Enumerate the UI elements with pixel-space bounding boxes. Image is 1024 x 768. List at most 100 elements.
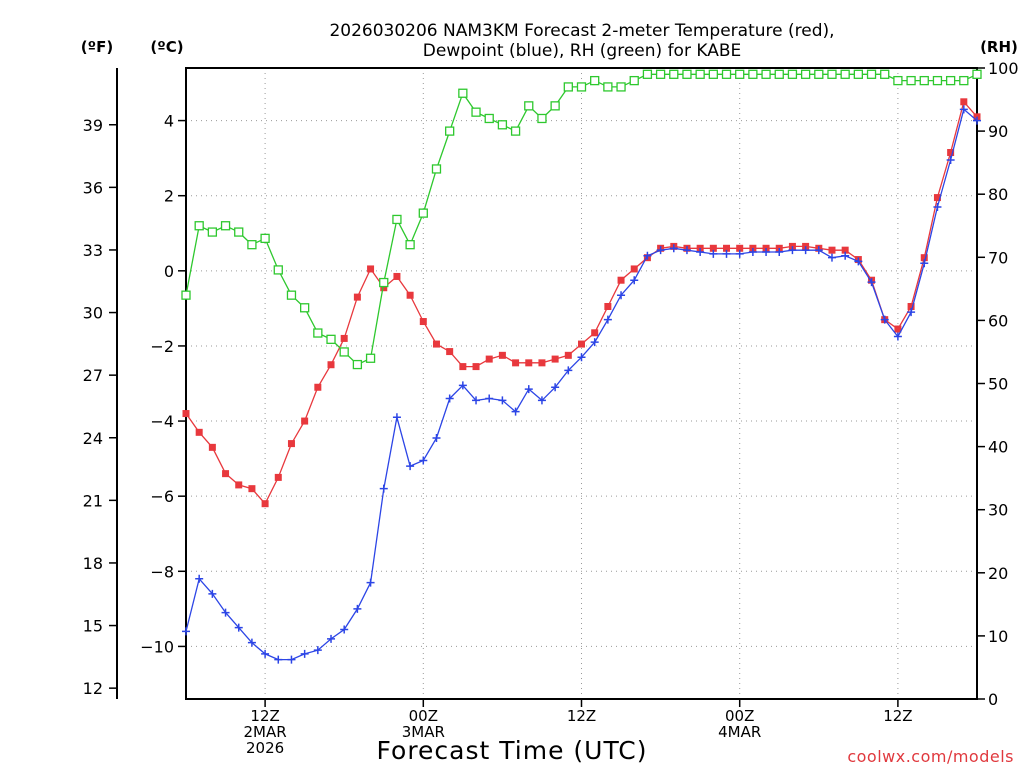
rh-point <box>735 69 745 79</box>
dewpoint-point <box>920 259 929 268</box>
x-tick-label: 12Z <box>567 707 596 725</box>
2-meter-temperature-point <box>604 303 612 311</box>
2-meter-temperature-point <box>380 284 388 292</box>
data-series <box>181 69 982 664</box>
dewpoint-point <box>827 253 836 262</box>
rh-point <box>220 221 231 231</box>
2-meter-temperature-point <box>235 481 243 489</box>
2-meter-temperature-point <box>947 149 955 157</box>
dewpoint-line <box>185 108 978 661</box>
2-meter-temperature-point <box>525 359 533 367</box>
2-meter-temperature-point <box>498 351 506 359</box>
2-meter-temperature-point <box>393 272 401 280</box>
credit-text: coolwx.com/models <box>847 747 1014 766</box>
rh-tick-label: 100 <box>988 59 1019 78</box>
rh-point <box>207 227 218 237</box>
rh-point <box>458 88 468 98</box>
dewpoint-point <box>406 462 415 471</box>
rh-tick-label: 10 <box>988 627 1008 646</box>
fahrenheit-tick-label: 33 <box>83 241 103 260</box>
rh-point <box>919 75 929 86</box>
rh-point <box>932 75 943 86</box>
dewpoint-point <box>221 608 230 617</box>
dewpoint-point <box>682 246 691 255</box>
dewpoint-point <box>814 246 823 255</box>
2-meter-temperature-point <box>327 361 335 369</box>
dewpoint-point <box>788 246 797 255</box>
rh-tick-label: 60 <box>988 311 1008 330</box>
x-tick-label: 2026 <box>246 739 284 757</box>
x-tick-label: 00Z <box>409 707 438 725</box>
rh-point <box>629 75 639 86</box>
rh-point <box>708 69 718 79</box>
rh-point <box>866 69 877 79</box>
dewpoint-point <box>274 655 283 664</box>
rh-point <box>431 164 442 174</box>
rh-point <box>800 69 811 79</box>
2-meter-temperature-point <box>406 291 414 299</box>
2-meter-temperature-point <box>222 470 230 478</box>
dewpoint-point <box>327 634 336 643</box>
2-meter-temperature-point <box>709 244 717 252</box>
rh-point <box>972 69 982 79</box>
2-meter-temperature-point <box>274 473 282 481</box>
dewpoint-point <box>669 244 678 253</box>
rh-axis-unit: (RH) <box>980 38 1018 56</box>
2-meter-temperature-point <box>261 500 269 508</box>
rh-point <box>682 69 692 79</box>
dewpoint-point <box>511 407 520 416</box>
rh-point <box>365 353 376 363</box>
x-tick-label: 12Z <box>883 707 912 725</box>
rh-point <box>945 75 956 86</box>
fahrenheit-tick-label: 21 <box>83 491 103 510</box>
axes <box>109 67 985 707</box>
rh-point <box>418 208 428 218</box>
rh-tick-label: 80 <box>988 185 1008 204</box>
dewpoint-point <box>933 202 942 211</box>
rh-point <box>669 69 679 79</box>
dewpoint-point <box>432 433 441 442</box>
2-meter-temperature-point <box>551 355 559 363</box>
rh-point <box>181 290 191 300</box>
celsius-tick-label: −8 <box>150 562 174 581</box>
x-tick-label: 4MAR <box>718 723 761 741</box>
2-meter-temperature-point <box>512 359 520 367</box>
dewpoint-point <box>208 589 217 598</box>
dewpoint-point <box>801 246 810 255</box>
dewpoint-point <box>590 338 599 347</box>
2-meter-temperature-point <box>578 340 585 348</box>
fahrenheit-tick-label: 18 <box>83 554 103 573</box>
dewpoint-point <box>577 353 586 362</box>
2-meter-temperature-point <box>591 329 599 337</box>
fahrenheit-axis-unit: (ºF) <box>81 38 113 56</box>
dewpoint-point <box>867 278 876 287</box>
dewpoint-point <box>379 484 388 493</box>
dewpoint-point <box>973 116 981 125</box>
rh-point <box>590 75 600 86</box>
rh-tick-label: 40 <box>988 438 1008 457</box>
dewpoint-point <box>617 291 626 300</box>
dewpoint-point <box>182 627 190 636</box>
dewpoint-point <box>775 248 784 257</box>
celsius-tick-label: 0 <box>164 262 174 281</box>
2-meter-temperature-point <box>459 363 467 371</box>
celsius-axis-unit: (ºC) <box>150 38 183 56</box>
2-meter-temperature-point <box>617 276 625 284</box>
fahrenheit-tick-label: 12 <box>83 679 103 698</box>
rh-point <box>748 69 758 79</box>
rh-point <box>484 113 494 124</box>
rh-point <box>603 82 613 92</box>
2-meter-temperature-point <box>894 325 902 333</box>
rh-point <box>655 69 666 79</box>
dewpoint-point <box>854 257 863 266</box>
2-meter-temperature-point <box>340 334 348 342</box>
rh-point <box>339 347 349 357</box>
celsius-tick-label: −10 <box>140 637 174 656</box>
dewpoint-point <box>300 649 309 658</box>
dewpoint-point <box>485 394 494 403</box>
dewpoint-point <box>880 315 889 324</box>
rh-point <box>445 126 455 136</box>
2-meter-temperature-point <box>564 351 572 359</box>
dewpoint-point <box>907 308 916 317</box>
dewpoint-point <box>762 248 771 257</box>
